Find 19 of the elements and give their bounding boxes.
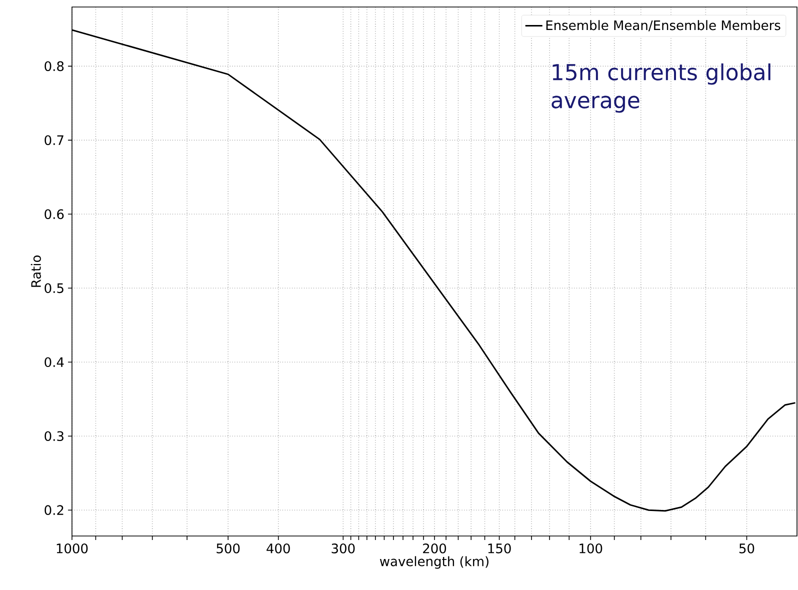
legend-label: Ensemble Mean/Ensemble Members <box>546 20 780 32</box>
x-tick-label: 1000 <box>56 544 88 554</box>
x-tick-label: 400 <box>266 544 290 554</box>
y-tick-label: 0.4 <box>44 357 64 368</box>
y-tick-label: 0.7 <box>44 135 64 146</box>
annotation: 15m currents global average <box>552 63 770 113</box>
y-axis-title: Ratio <box>30 255 41 287</box>
y-tick-label: 0.8 <box>44 61 64 72</box>
x-tick-label: 500 <box>216 544 240 554</box>
y-tick-label: 0.5 <box>44 283 64 294</box>
y-tick-label: 0.6 <box>44 209 64 220</box>
y-tick-label: 0.2 <box>44 505 64 516</box>
x-tick-label: 150 <box>488 544 511 554</box>
x-tick-label: 50 <box>739 544 754 554</box>
x-tick-label: 100 <box>580 544 602 554</box>
x-axis-title: wavelength (km) <box>380 556 488 569</box>
x-tick-label: 200 <box>423 544 446 554</box>
y-tick-label: 0.3 <box>44 431 64 442</box>
x-tick-label: 300 <box>332 544 355 554</box>
